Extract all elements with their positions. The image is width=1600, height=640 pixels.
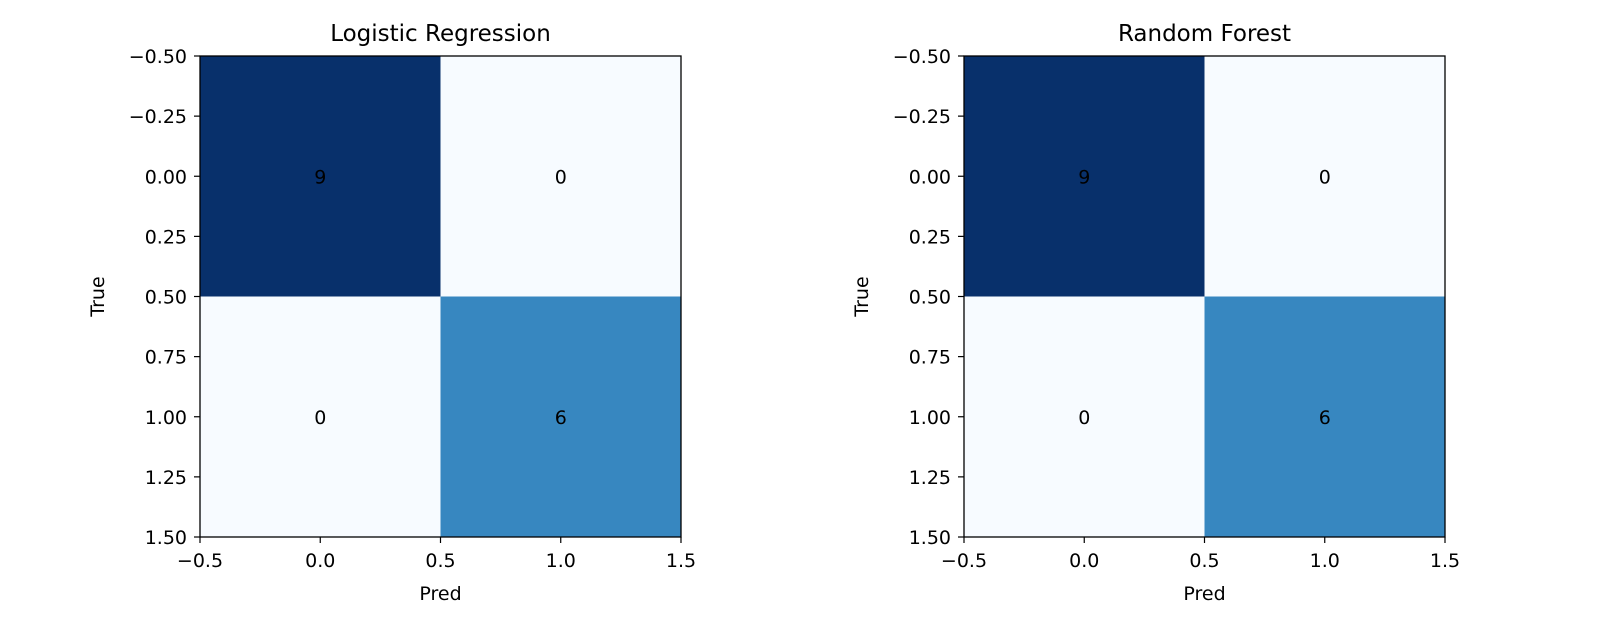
y-tick-label: 1.25 — [145, 467, 187, 489]
y-tick-label: 1.50 — [909, 527, 951, 549]
matrix-cell — [440, 56, 681, 297]
y-tick-label: 1.25 — [909, 467, 951, 489]
x-tick-label: −0.5 — [177, 550, 223, 572]
y-tick-label: 0.75 — [909, 347, 951, 369]
matrix-cell — [964, 56, 1205, 297]
x-axis-label: Pred — [419, 583, 461, 605]
cell-value-label: 9 — [314, 166, 326, 188]
y-tick-label: 0.00 — [909, 166, 951, 188]
matrix-cell — [200, 56, 441, 297]
y-tick-label: 0.00 — [145, 166, 187, 188]
cell-value-label: 0 — [555, 166, 567, 188]
y-tick-label: 1.00 — [145, 407, 187, 429]
matrix-cell — [1204, 296, 1445, 537]
cell-value-label: 0 — [1319, 166, 1331, 188]
y-tick-label: 0.50 — [909, 287, 951, 309]
y-tick-label: −0.50 — [893, 46, 951, 68]
matrix-cell — [440, 296, 681, 537]
y-tick-label: 0.75 — [145, 347, 187, 369]
y-tick-label: 0.25 — [909, 226, 951, 248]
matrix-cell — [964, 296, 1205, 537]
x-axis-label: Pred — [1183, 583, 1225, 605]
x-tick-label: 0.0 — [305, 550, 335, 572]
y-tick-label: −0.25 — [129, 106, 187, 128]
x-tick-label: 1.0 — [1310, 550, 1340, 572]
chart-title: Random Forest — [1118, 21, 1291, 47]
cell-value-label: 6 — [1319, 407, 1331, 429]
y-axis-label: True — [87, 276, 109, 317]
y-tick-label: 0.25 — [145, 226, 187, 248]
x-tick-label: 1.5 — [1430, 550, 1460, 572]
y-tick-label: −0.50 — [129, 46, 187, 68]
y-tick-label: 1.00 — [909, 407, 951, 429]
matrix-cell — [200, 296, 441, 537]
confusion-matrix-logistic-regression: 9 0 0 6 −0.5 0.0 0.5 1.0 1.5 −0.50 −0.25 0.00 0.25 0.… — [87, 21, 696, 605]
cell-value-label: 9 — [1078, 166, 1090, 188]
y-tick-label: 1.50 — [145, 527, 187, 549]
chart-title: Logistic Regression — [330, 21, 551, 47]
confusion-matrix-random-forest: 9 0 0 6 −0.5 0.0 0.5 1.0 1.5 −0.50 −0.25 0.00 0.25 0.… — [851, 21, 1460, 605]
x-tick-label: 1.5 — [666, 550, 696, 572]
x-tick-label: 0.5 — [425, 550, 455, 572]
y-axis-label: True — [851, 276, 873, 317]
matrix-cell — [1204, 56, 1445, 297]
cell-value-label: 0 — [1078, 407, 1090, 429]
cell-value-label: 0 — [314, 407, 326, 429]
y-tick-label: 0.50 — [145, 287, 187, 309]
x-tick-label: 1.0 — [546, 550, 576, 572]
x-tick-label: 0.0 — [1069, 550, 1099, 572]
y-tick-label: −0.25 — [893, 106, 951, 128]
x-tick-label: 0.5 — [1189, 550, 1219, 572]
x-tick-label: −0.5 — [941, 550, 987, 572]
cell-value-label: 6 — [555, 407, 567, 429]
